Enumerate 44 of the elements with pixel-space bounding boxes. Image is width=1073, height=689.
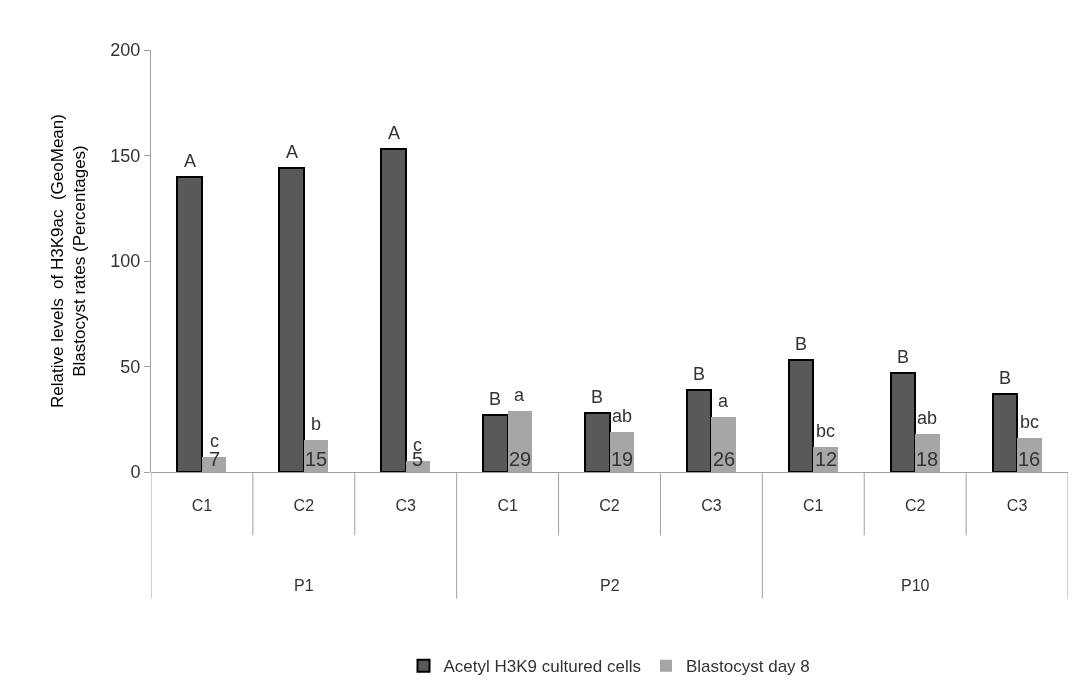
annotation: b bbox=[311, 414, 322, 434]
y-tick-label: 200 bbox=[110, 40, 141, 61]
y-tick-label: 50 bbox=[120, 356, 141, 377]
x-tick-label: C3 bbox=[395, 497, 417, 514]
annotation: c bbox=[210, 431, 219, 451]
y-tick-label: 100 bbox=[110, 251, 141, 272]
text: P2 bbox=[600, 577, 620, 594]
annotation: A bbox=[388, 123, 401, 143]
data-label: 26 bbox=[713, 448, 736, 470]
data-label: 16 bbox=[1018, 448, 1041, 470]
data-label: 19 bbox=[611, 448, 634, 470]
annotation: bc bbox=[816, 421, 836, 441]
x-tick-label: C3 bbox=[701, 497, 722, 514]
annotation: a bbox=[718, 391, 729, 411]
legend-label: Acetyl H3K9 cultured cells bbox=[443, 657, 641, 677]
x-tick-label: C1 bbox=[803, 497, 824, 514]
x-tick-label: C1 bbox=[497, 497, 518, 514]
data-label: 29 bbox=[509, 448, 532, 470]
x-tick-label: C2 bbox=[599, 497, 620, 514]
annotation: a bbox=[514, 385, 525, 405]
annotation: B bbox=[897, 347, 910, 367]
annotation: bc bbox=[1020, 412, 1040, 432]
data-label: 12 bbox=[815, 448, 838, 470]
annotation: ab bbox=[917, 408, 938, 428]
annotation: B bbox=[999, 368, 1012, 388]
annotation: A bbox=[286, 142, 299, 162]
annotation: A bbox=[184, 151, 197, 171]
y-axis-title: Relative levels of H3K9ac (GeoMean) Blastocyst rates (Percentages) bbox=[47, 114, 89, 408]
x-tick-label: C2 bbox=[293, 497, 315, 514]
annotation: B bbox=[591, 387, 604, 407]
x-tick-label: C1 bbox=[191, 497, 213, 514]
x-tick-label: C3 bbox=[1006, 497, 1028, 514]
text: P10 bbox=[901, 577, 930, 594]
data-label: 15 bbox=[305, 448, 328, 470]
y-tick-label: 0 bbox=[130, 462, 141, 483]
x-tick-label: C2 bbox=[904, 497, 926, 514]
annotation: B bbox=[693, 364, 706, 384]
annotation: B bbox=[489, 389, 502, 409]
annotation: ab bbox=[612, 406, 633, 426]
y-tick-label: 150 bbox=[110, 145, 141, 166]
annotation: B bbox=[795, 334, 808, 354]
data-label: 18 bbox=[916, 448, 939, 470]
text: P1 bbox=[294, 577, 314, 594]
legend-label: Blastocyst day 8 bbox=[685, 657, 810, 677]
